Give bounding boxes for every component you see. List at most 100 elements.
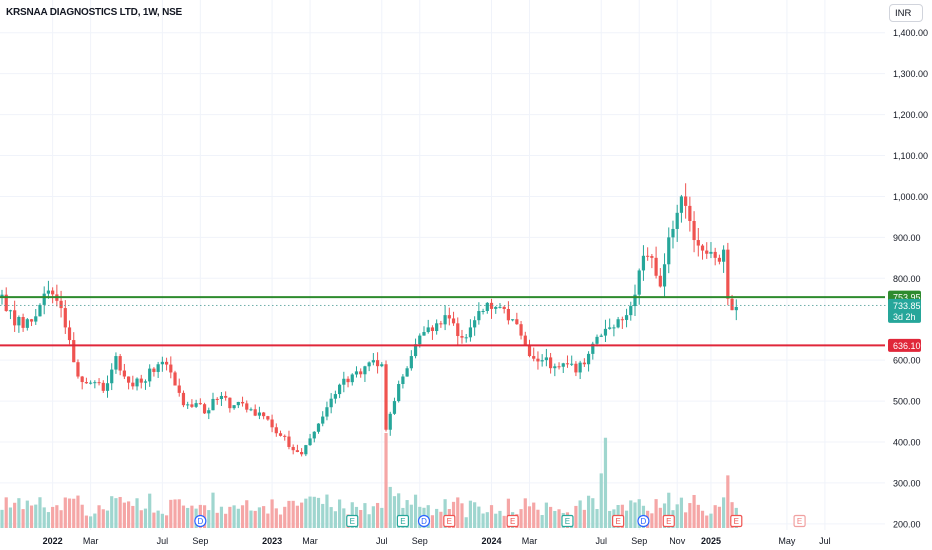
candle-body xyxy=(105,383,110,391)
volume-bar xyxy=(207,510,211,528)
volume-bar xyxy=(696,504,700,528)
event-label: D xyxy=(421,517,427,526)
candle-body xyxy=(371,360,375,363)
candle-body xyxy=(502,306,506,309)
candle-body xyxy=(629,306,633,316)
candle-body xyxy=(122,370,126,377)
volume-bar xyxy=(118,496,122,528)
candle-body xyxy=(266,416,270,420)
candle-body xyxy=(650,256,654,258)
candle-body xyxy=(658,275,662,287)
candle-body xyxy=(646,255,650,257)
time-axis[interactable]: 2022 Mar Jul Sep 2023 Mar Jul Sep 2024 Mar Jul Sep N… xyxy=(43,536,831,546)
earnings-marker xyxy=(612,514,625,528)
volume-bar xyxy=(498,510,502,528)
volume-bar xyxy=(688,503,692,528)
candle-body xyxy=(308,438,312,446)
candle-body xyxy=(722,249,726,262)
candle-body xyxy=(468,327,473,338)
candle-body xyxy=(287,436,291,447)
candle-body xyxy=(198,403,202,405)
candle-body xyxy=(127,376,131,383)
earnings-marker xyxy=(730,514,743,528)
volume-bar xyxy=(338,499,342,528)
y-tick-label: 300.00 xyxy=(893,478,921,488)
volume-bar xyxy=(101,509,105,528)
event-label: D xyxy=(641,517,647,526)
candle-body xyxy=(418,335,422,345)
event-label: E xyxy=(666,517,671,526)
volume-bar xyxy=(143,508,148,528)
candle-body xyxy=(485,302,489,311)
volume-bar xyxy=(29,505,34,528)
candle-body xyxy=(228,397,232,409)
volume-bar xyxy=(51,506,55,528)
candlesticks xyxy=(0,183,738,457)
x-tick-label: 2025 xyxy=(701,536,721,546)
candle-body xyxy=(262,412,266,417)
candle-body xyxy=(616,319,620,328)
candle-body xyxy=(173,372,177,386)
volume-bar xyxy=(164,515,169,528)
candle-body xyxy=(97,382,101,384)
volume-bar xyxy=(443,499,447,528)
candle-body xyxy=(295,450,299,453)
volume-bar xyxy=(93,513,97,528)
candle-body xyxy=(63,308,67,328)
candle-body xyxy=(51,290,55,295)
candle-body xyxy=(633,294,637,307)
currency-selector[interactable]: INR xyxy=(889,4,923,22)
volume-bar xyxy=(249,510,253,528)
x-tick-label: Sep xyxy=(631,536,647,546)
candle-body xyxy=(342,378,346,385)
support-price-label: 636.10 xyxy=(893,341,921,351)
volume-bar xyxy=(127,501,131,528)
volume-bar xyxy=(397,493,401,528)
last-price-label: 733.85 xyxy=(893,301,921,311)
volume-bar xyxy=(257,507,262,528)
volume-bar xyxy=(578,500,582,528)
x-tick-label: Mar xyxy=(83,536,99,546)
volume-bar xyxy=(169,499,173,528)
volume-bar xyxy=(405,500,409,528)
candle-body xyxy=(278,433,283,436)
candle-body xyxy=(72,340,76,363)
candle-body xyxy=(549,357,553,369)
price-axis[interactable]: 1,400.00 1,300.00 1,200.00 1,100.00 1,000.00… xyxy=(888,28,928,529)
candle-body xyxy=(692,221,696,241)
event-label: E xyxy=(400,517,405,526)
candle-body xyxy=(38,304,42,317)
volume-bar xyxy=(219,506,224,528)
candle-body xyxy=(232,405,236,409)
volume-bar xyxy=(599,473,603,528)
candle-body xyxy=(93,382,97,384)
candle-body xyxy=(325,407,329,417)
volume-bar xyxy=(333,511,337,528)
volume-bar xyxy=(321,503,325,528)
candle-body xyxy=(481,310,485,312)
candle-body xyxy=(489,302,494,309)
volume-bar xyxy=(114,498,118,528)
earnings-marker xyxy=(396,514,409,528)
candle-body xyxy=(392,401,397,414)
volume-bar xyxy=(460,503,464,528)
event-label: E xyxy=(615,517,620,526)
candle-body xyxy=(329,398,333,408)
candle-body xyxy=(181,392,186,406)
candle-body xyxy=(84,382,88,384)
candle-body xyxy=(270,419,274,428)
candle-body xyxy=(557,366,561,368)
horizontal-lines[interactable] xyxy=(0,296,886,347)
volume-bar xyxy=(46,512,51,528)
volume-bar xyxy=(42,507,46,528)
candle-body xyxy=(29,319,34,322)
volume-bar xyxy=(325,494,329,528)
y-tick-label: 1,400.00 xyxy=(893,28,928,38)
volume-bar xyxy=(278,514,283,528)
volume-bar xyxy=(295,505,299,528)
volume-bar xyxy=(481,513,485,528)
earnings-marker xyxy=(662,514,675,528)
candle-body xyxy=(603,328,608,336)
